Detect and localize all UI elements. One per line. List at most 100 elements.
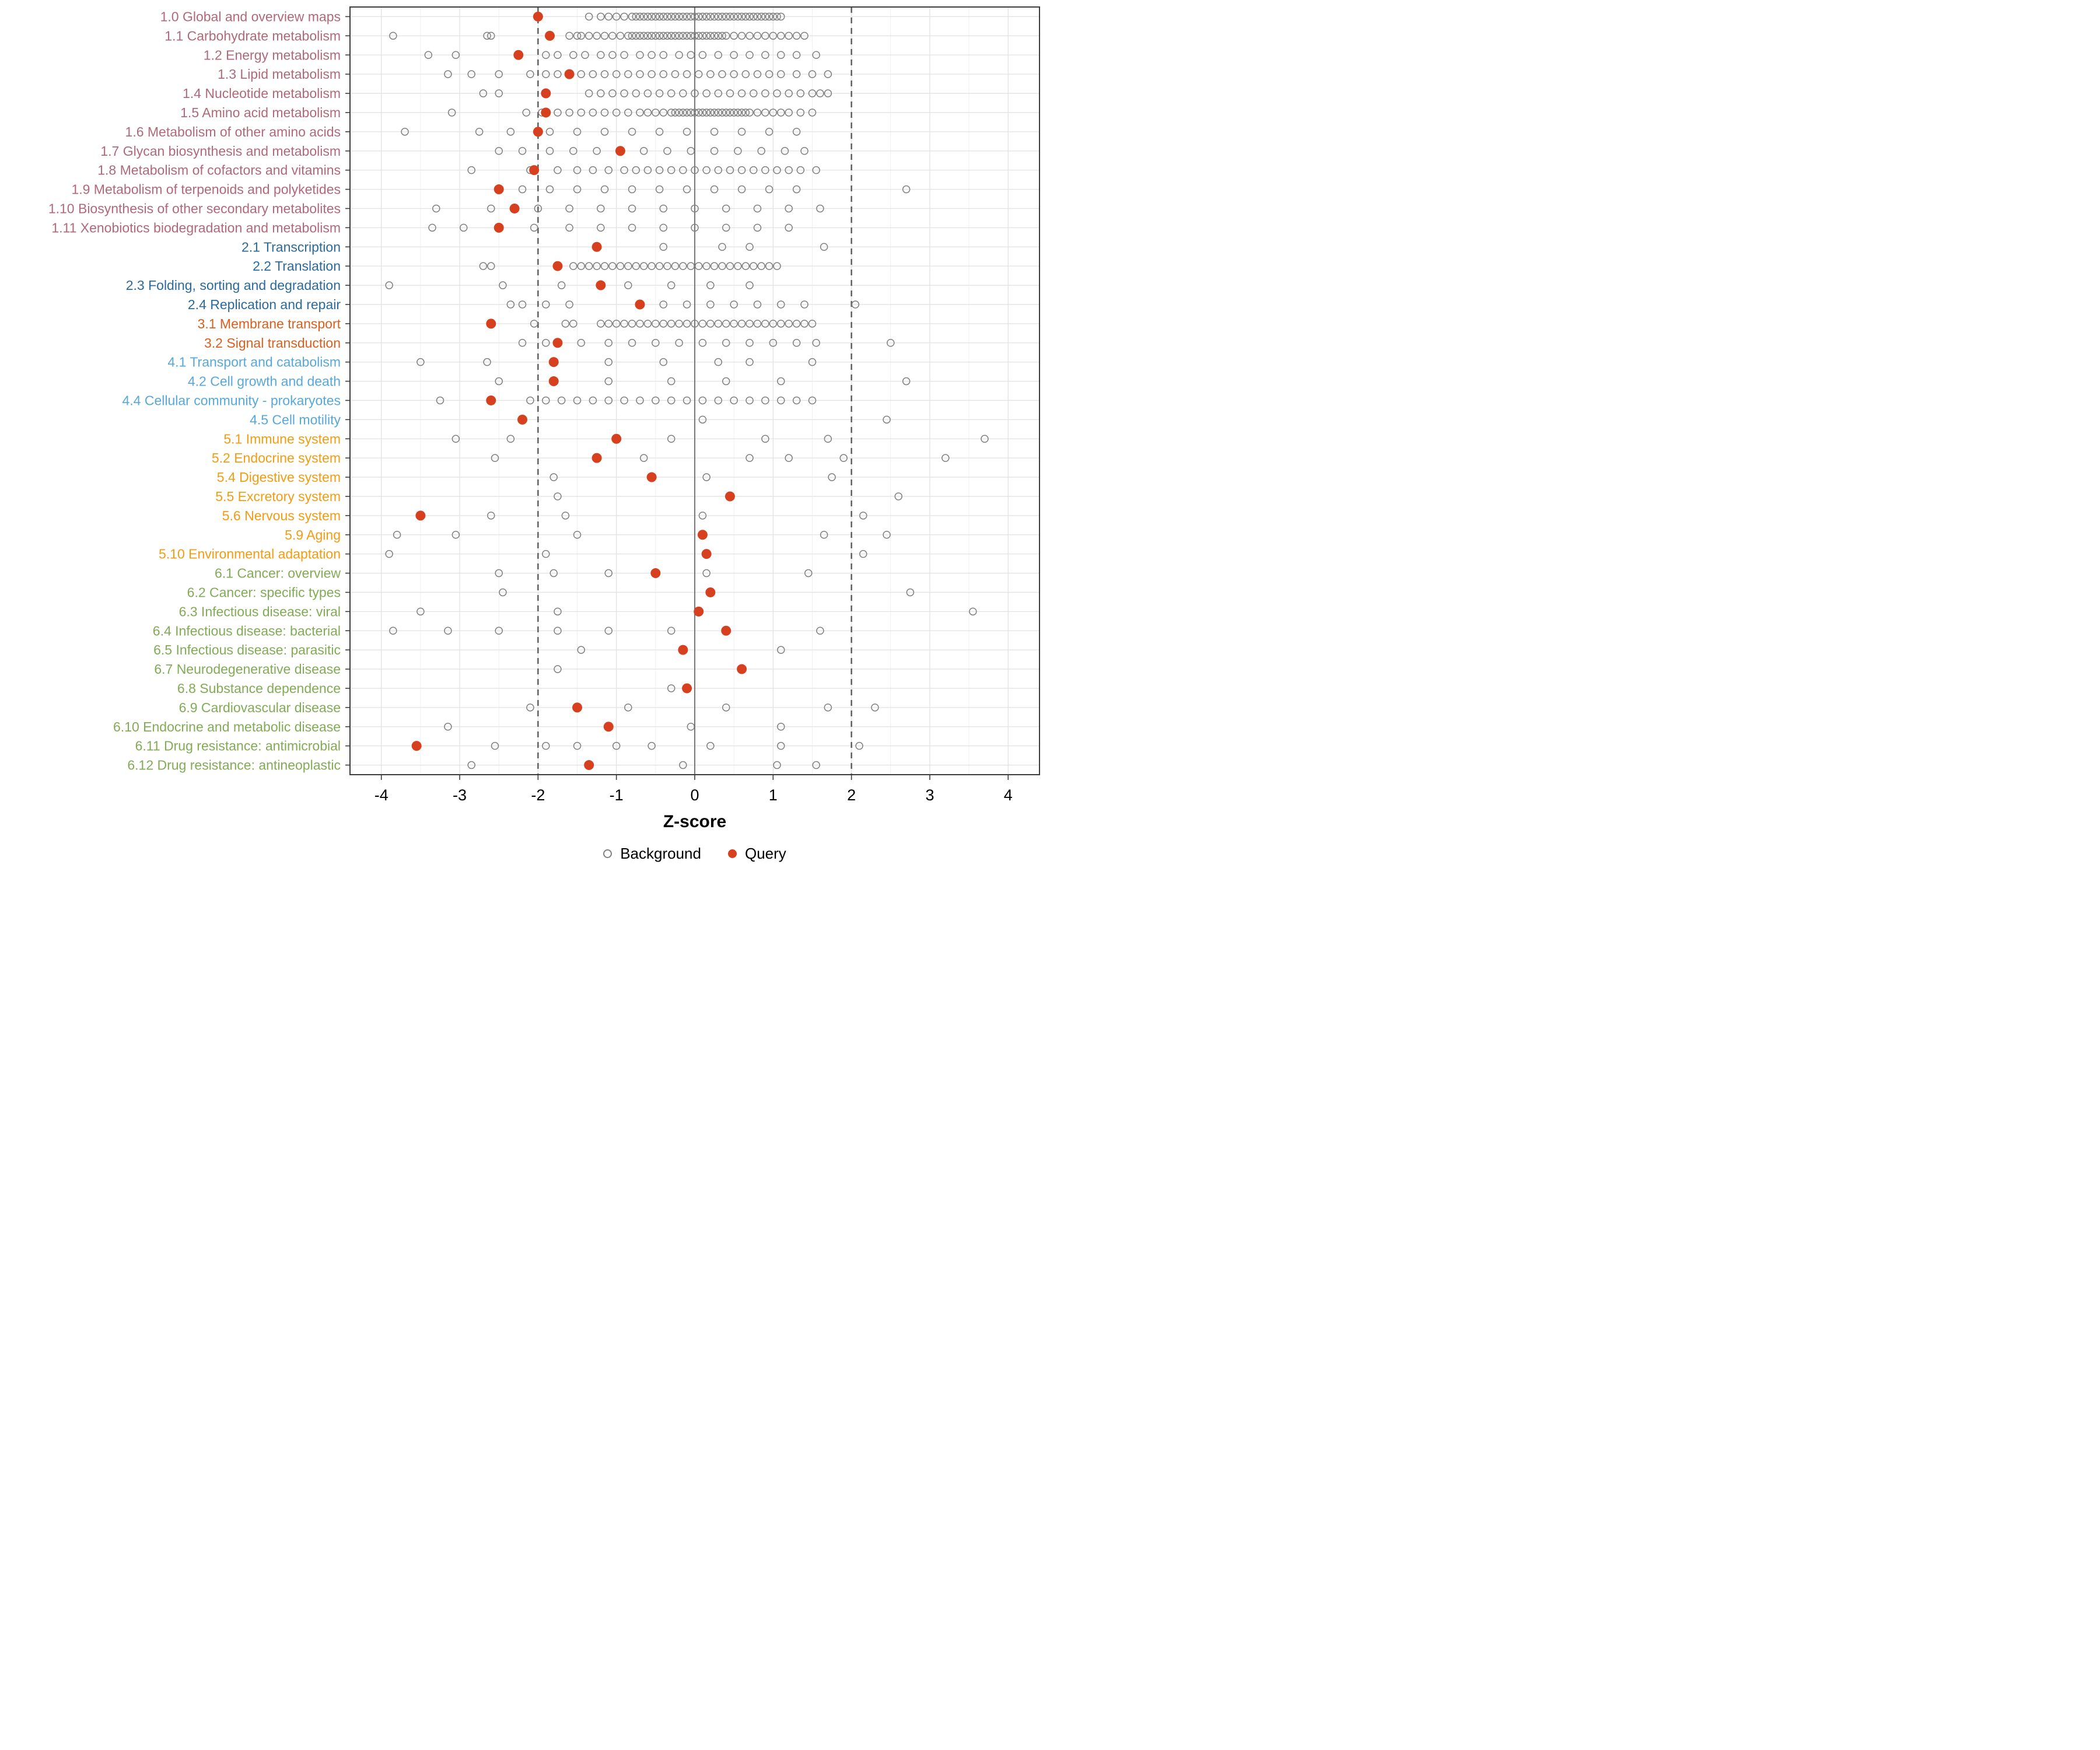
background-point — [792, 32, 801, 40]
x-tick-label: 0 — [690, 786, 699, 804]
background-point — [597, 89, 605, 97]
background-point — [773, 89, 781, 97]
background-point — [824, 70, 832, 78]
background-point — [828, 473, 836, 481]
background-point — [718, 262, 726, 270]
background-point — [479, 89, 488, 97]
background-point — [506, 300, 515, 309]
background-point — [765, 12, 774, 21]
background-point — [714, 320, 723, 328]
background-point — [769, 12, 778, 21]
background-point — [561, 512, 570, 520]
query-point — [721, 625, 732, 636]
background-point — [859, 550, 867, 558]
legend-label-query: Query — [744, 845, 786, 862]
background-point — [761, 320, 769, 328]
background-point — [597, 12, 605, 21]
query-point — [724, 491, 735, 502]
background-point — [777, 108, 785, 117]
background-point — [883, 531, 891, 539]
background-point — [584, 12, 593, 21]
background-point — [792, 339, 801, 347]
background-point — [389, 32, 397, 40]
background-point — [777, 51, 785, 59]
background-point — [702, 473, 710, 481]
background-point — [557, 281, 566, 289]
category-label: 6.9 Cardiovascular disease — [179, 700, 341, 715]
query-point — [411, 741, 422, 751]
background-point — [620, 166, 628, 174]
background-point — [730, 32, 738, 40]
background-point — [620, 89, 628, 97]
category-label: 6.2 Cancer: specific types — [187, 584, 341, 600]
background-point — [632, 166, 640, 174]
background-point — [659, 223, 668, 232]
background-point — [820, 243, 828, 251]
query-point — [682, 683, 692, 694]
background-point — [643, 166, 652, 174]
background-point — [506, 435, 515, 443]
background-point — [573, 128, 582, 136]
background-point — [667, 320, 676, 328]
background-point — [608, 51, 617, 59]
query-point — [548, 357, 559, 368]
background-point — [659, 320, 668, 328]
background-point — [785, 108, 793, 117]
background-point — [682, 320, 691, 328]
background-point — [808, 320, 817, 328]
category-label: 1.5 Amino acid metabolism — [180, 105, 341, 120]
background-point — [820, 531, 828, 539]
background-point — [746, 108, 754, 117]
background-point — [554, 70, 562, 78]
background-point — [706, 741, 715, 750]
legend-label-background: Background — [620, 845, 701, 862]
background-point — [777, 320, 785, 328]
category-label: 5.2 Endocrine system — [212, 450, 341, 466]
background-point — [530, 320, 538, 328]
background-point — [636, 12, 644, 21]
background-point — [726, 108, 734, 117]
background-point — [667, 166, 676, 174]
background-point — [682, 396, 691, 405]
background-point — [780, 147, 789, 155]
background-point — [859, 512, 867, 520]
background-point — [694, 32, 703, 40]
background-point — [659, 243, 668, 251]
background-point — [663, 147, 671, 155]
query-point — [486, 318, 496, 329]
background-point — [628, 223, 636, 232]
background-point — [659, 70, 668, 78]
background-point — [714, 32, 723, 40]
background-point — [604, 396, 612, 405]
query-marker-icon — [727, 849, 737, 858]
background-point — [722, 377, 730, 386]
background-point — [737, 320, 746, 328]
background-point — [628, 128, 636, 136]
background-point — [808, 89, 817, 97]
background-point — [604, 320, 612, 328]
background-point — [714, 166, 723, 174]
background-point — [773, 262, 781, 270]
background-point — [554, 108, 562, 117]
background-point — [804, 569, 813, 578]
background-point — [687, 723, 695, 731]
background-point — [737, 108, 746, 117]
background-point — [604, 569, 612, 578]
background-point — [679, 262, 687, 270]
background-point — [796, 166, 805, 174]
background-point — [589, 396, 597, 405]
background-point — [694, 70, 703, 78]
background-point — [746, 396, 754, 405]
background-point — [565, 223, 573, 232]
background-point — [824, 704, 832, 712]
category-label: 1.2 Energy metabolism — [204, 47, 341, 62]
background-point — [663, 32, 671, 40]
background-point — [444, 723, 452, 731]
background-point — [702, 108, 710, 117]
background-point — [785, 223, 793, 232]
background-point — [577, 70, 585, 78]
background-point — [883, 415, 891, 424]
background-point — [491, 454, 499, 462]
background-point — [667, 377, 676, 386]
background-point — [624, 281, 632, 289]
